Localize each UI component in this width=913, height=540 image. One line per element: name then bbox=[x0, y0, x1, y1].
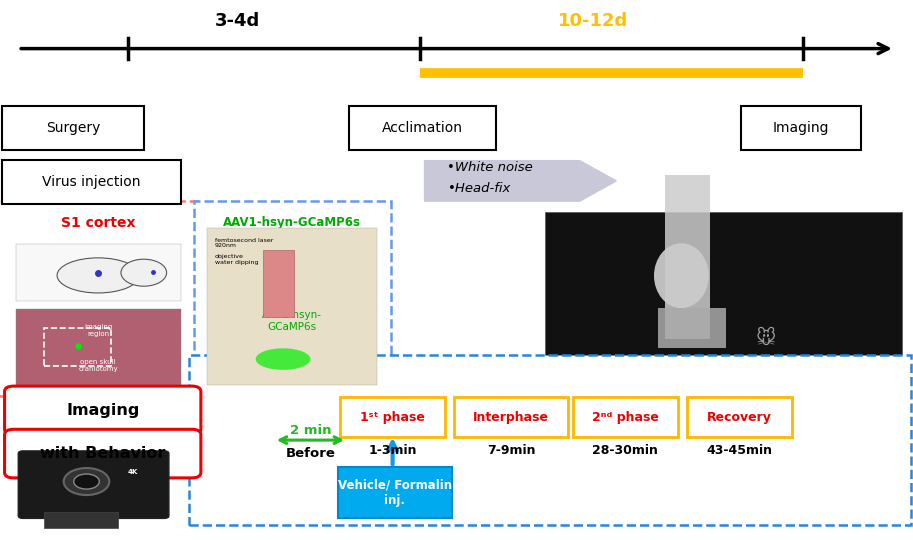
Text: 🐭: 🐭 bbox=[756, 328, 776, 348]
FancyBboxPatch shape bbox=[573, 397, 677, 437]
Text: femtosecond laser
920nm: femtosecond laser 920nm bbox=[215, 238, 273, 248]
Text: Recovery: Recovery bbox=[707, 410, 772, 424]
FancyBboxPatch shape bbox=[666, 175, 710, 339]
FancyBboxPatch shape bbox=[0, 201, 199, 396]
FancyBboxPatch shape bbox=[5, 429, 201, 478]
FancyBboxPatch shape bbox=[207, 228, 377, 385]
Text: 1-3min: 1-3min bbox=[368, 444, 417, 457]
Text: with Behavior: with Behavior bbox=[40, 446, 165, 461]
FancyBboxPatch shape bbox=[2, 106, 144, 150]
Text: 3-4d: 3-4d bbox=[215, 12, 260, 30]
Ellipse shape bbox=[57, 258, 139, 293]
Text: Before: Before bbox=[286, 447, 335, 460]
Text: 2ⁿᵈ phase: 2ⁿᵈ phase bbox=[592, 410, 659, 424]
Text: Acclimation: Acclimation bbox=[382, 122, 463, 135]
FancyBboxPatch shape bbox=[16, 244, 181, 301]
Text: Virus injection: Virus injection bbox=[42, 176, 141, 189]
Circle shape bbox=[74, 474, 100, 489]
FancyBboxPatch shape bbox=[545, 212, 902, 393]
Text: 7-9min: 7-9min bbox=[487, 444, 536, 457]
FancyBboxPatch shape bbox=[18, 451, 169, 518]
Ellipse shape bbox=[256, 348, 310, 370]
Text: 28-30min: 28-30min bbox=[593, 444, 658, 457]
Text: Interphase: Interphase bbox=[473, 410, 550, 424]
Text: 4K: 4K bbox=[128, 469, 139, 475]
Text: 43-45min: 43-45min bbox=[707, 444, 772, 457]
FancyBboxPatch shape bbox=[263, 250, 294, 317]
FancyBboxPatch shape bbox=[741, 106, 861, 150]
Circle shape bbox=[121, 259, 166, 286]
FancyBboxPatch shape bbox=[349, 106, 496, 150]
FancyBboxPatch shape bbox=[194, 201, 391, 396]
Text: Vehicle/ Formalin
inj.: Vehicle/ Formalin inj. bbox=[338, 479, 452, 507]
Text: 10-12d: 10-12d bbox=[559, 12, 628, 30]
FancyBboxPatch shape bbox=[44, 512, 119, 528]
Text: AAV1-hsyn-GCaMP6s: AAV1-hsyn-GCaMP6s bbox=[223, 216, 362, 229]
FancyBboxPatch shape bbox=[658, 308, 726, 348]
FancyBboxPatch shape bbox=[189, 355, 911, 525]
Text: 2 min: 2 min bbox=[289, 424, 331, 437]
Text: 1ˢᵗ phase: 1ˢᵗ phase bbox=[360, 410, 425, 424]
Text: imaging
region: imaging region bbox=[84, 325, 112, 338]
Text: open skull
craniotomy: open skull craniotomy bbox=[79, 359, 118, 372]
Text: Imaging: Imaging bbox=[773, 122, 829, 135]
FancyBboxPatch shape bbox=[340, 397, 445, 437]
Text: S1 cortex: S1 cortex bbox=[61, 216, 135, 230]
Circle shape bbox=[64, 468, 110, 495]
Text: AAV1-hsyn-
GCaMP6s: AAV1-hsyn- GCaMP6s bbox=[262, 310, 322, 332]
Ellipse shape bbox=[654, 243, 708, 308]
FancyBboxPatch shape bbox=[2, 160, 181, 204]
Text: Surgery: Surgery bbox=[46, 122, 100, 135]
FancyBboxPatch shape bbox=[5, 386, 201, 435]
FancyArrow shape bbox=[425, 160, 616, 201]
FancyBboxPatch shape bbox=[338, 467, 452, 518]
FancyBboxPatch shape bbox=[687, 397, 792, 437]
Text: objective
water dipping: objective water dipping bbox=[215, 254, 258, 265]
Text: •White noise
•Head-fix: •White noise •Head-fix bbox=[447, 161, 533, 195]
Text: Imaging: Imaging bbox=[66, 403, 140, 418]
FancyBboxPatch shape bbox=[16, 309, 181, 385]
FancyBboxPatch shape bbox=[455, 397, 568, 437]
